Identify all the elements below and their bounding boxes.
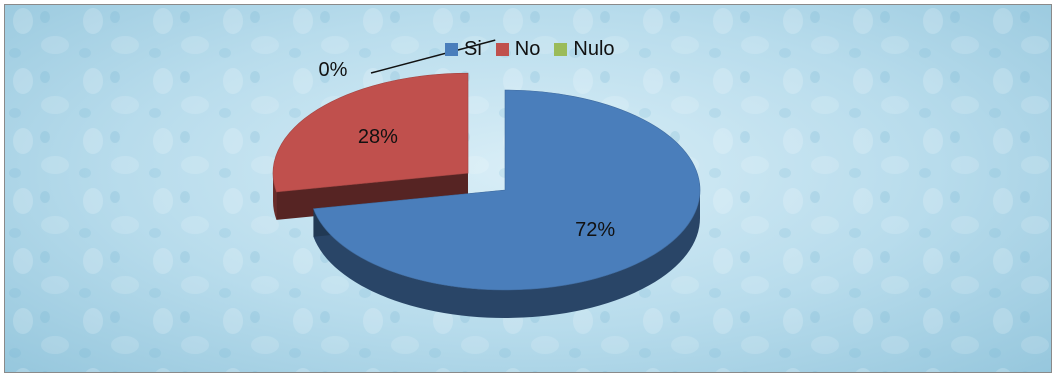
slice-si-side (313, 190, 700, 319)
slice-si-top (313, 89, 701, 291)
chart-frame: 72% 28% 0% Si No Nulo (4, 4, 1052, 373)
legend-label-no: No (514, 38, 541, 60)
legend-swatch-si (445, 43, 458, 56)
legend-label-nulo: Nulo (573, 38, 615, 60)
slice-no-side (273, 173, 277, 220)
data-label-no: 28% (358, 126, 398, 148)
leader-line-nulo (370, 39, 496, 74)
pie-chart: 72% 28% 0% (5, 5, 1051, 372)
legend-swatch-nulo (554, 43, 568, 56)
legend-label-si: Si (464, 38, 482, 60)
legend-item-nulo: Nulo (554, 38, 615, 61)
legend: Si No Nulo (445, 38, 615, 61)
legend-item-no: No (495, 38, 541, 61)
legend-item-si: Si (445, 38, 482, 61)
legend-swatch-no (495, 43, 509, 56)
data-label-si: 72% (575, 219, 615, 241)
data-label-nulo: 0% (319, 59, 348, 81)
slice-si (313, 89, 701, 319)
slice-no-top (272, 72, 469, 193)
